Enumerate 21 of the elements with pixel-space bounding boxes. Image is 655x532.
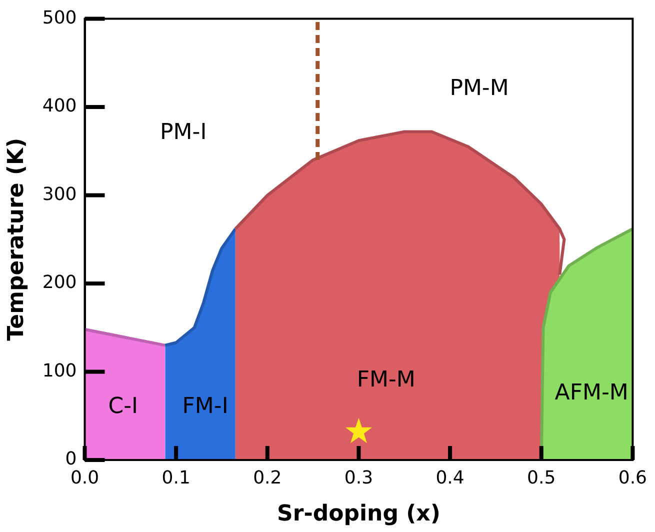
y-tick-label: 400 xyxy=(42,96,77,117)
x-axis-title: Sr-doping (x) xyxy=(277,502,440,527)
y-tick-label: 100 xyxy=(42,360,77,382)
annotation: C-I xyxy=(108,394,138,419)
annotation: PM-I xyxy=(160,120,207,146)
y-tick-label: 0 xyxy=(65,448,77,470)
y-tick-label: 200 xyxy=(42,272,77,294)
x-tick-label: 0.5 xyxy=(527,467,556,488)
x-tick-label: 0.4 xyxy=(436,467,464,488)
y-axis-title: Temperature (K) xyxy=(4,138,29,341)
annotation: AFM-M xyxy=(554,380,628,406)
y-tick-label: 500 xyxy=(42,7,77,28)
x-tick-label: 0.6 xyxy=(618,467,648,488)
x-tick-label: 0.2 xyxy=(253,467,282,488)
annotation: PM-M xyxy=(450,76,509,102)
annotation: FM-I xyxy=(182,394,228,419)
y-tick-label: 300 xyxy=(42,184,77,205)
annotation: FM-M xyxy=(356,367,416,392)
x-tick-label: 0.1 xyxy=(162,467,190,488)
x-tick-label: 0.0 xyxy=(70,467,100,488)
x-tick-label: 0.3 xyxy=(344,467,374,488)
